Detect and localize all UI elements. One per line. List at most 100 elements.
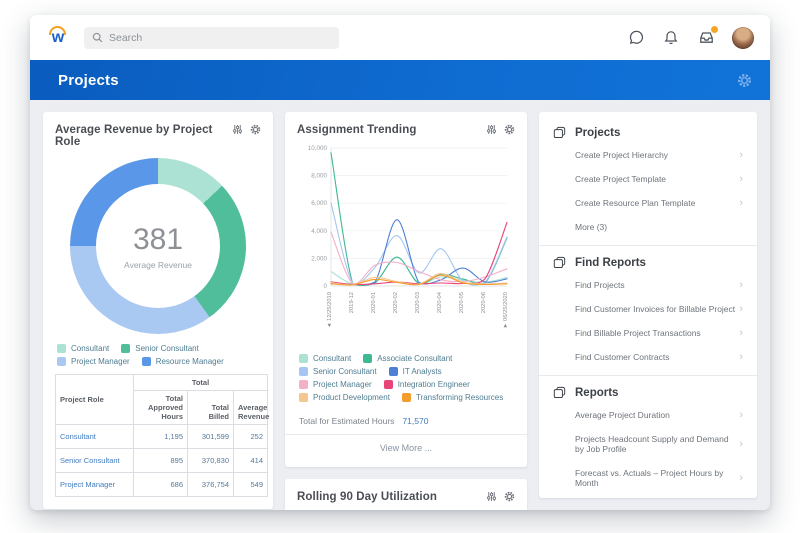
trend-legend-label: Product Development xyxy=(313,393,390,402)
table-cell-role[interactable]: Senior Consultant xyxy=(55,448,134,473)
donut-legend: Consultant Senior Consultant Project Manag… xyxy=(55,340,261,374)
table-cell-value: 252 xyxy=(232,424,269,449)
series-line-senior-consultant[interactable] xyxy=(330,202,508,286)
x-axis-tick-label: 2020-02 xyxy=(393,292,399,313)
chevron-right-icon: › xyxy=(739,327,743,339)
panel-menu-item[interactable]: Create Project Hierarchy › xyxy=(553,143,743,167)
trend-legend-item[interactable]: Integration Engineer xyxy=(383,380,470,389)
total-value: 71,570 xyxy=(402,416,429,426)
donut-legend-swatch xyxy=(121,344,131,353)
table-cell-role[interactable]: Project Manager xyxy=(55,472,134,497)
series-line-integration-engineer[interactable] xyxy=(330,221,508,286)
notifications-bell-icon[interactable] xyxy=(662,29,680,47)
table-row: Project Manager 686 376,754 549 xyxy=(55,472,269,497)
chevron-right-icon: › xyxy=(739,438,743,450)
table-cell-value: 370,830 xyxy=(187,448,234,473)
revenue-table: Project Role Total Total Approved Hours Tot… xyxy=(55,374,269,497)
chevron-right-icon: › xyxy=(739,472,743,484)
user-avatar[interactable] xyxy=(732,26,754,49)
panel-menu-item-label: Create Project Hierarchy xyxy=(575,150,669,160)
inbox-tray-icon[interactable] xyxy=(697,24,719,47)
card-rolling-utilization: Rolling 90 Day Utilization xyxy=(285,479,527,510)
top-bar: w Search xyxy=(30,15,770,60)
panel-section-header[interactable]: Find Reports xyxy=(553,256,743,273)
y-axis-tick-label: 0 xyxy=(323,283,327,290)
panel-menu-item[interactable]: More (3) xyxy=(553,215,743,239)
estimated-hours-total: Total for Estimated Hours 71,570 xyxy=(297,410,515,434)
table-cell-value: 1,195 xyxy=(133,424,188,449)
donut-legend-item[interactable]: Senior Consultant xyxy=(121,344,199,353)
x-axis-tick-label: 2020-06 xyxy=(481,292,487,313)
filter-sliders-icon[interactable] xyxy=(232,124,243,135)
donut-center-value: 381 xyxy=(132,222,184,256)
table-column-header: Total Approved Hours xyxy=(133,390,188,425)
view-more-link[interactable]: View More ... xyxy=(285,434,527,455)
trend-legend-swatch xyxy=(383,380,393,389)
trend-legend-item[interactable]: Transforming Resources xyxy=(401,393,503,402)
trend-legend-item[interactable]: Product Development xyxy=(299,393,390,402)
x-axis-tick-label: 2019-12 xyxy=(349,292,355,313)
table-cell-value: 895 xyxy=(133,448,188,473)
series-line-project-manager[interactable] xyxy=(330,231,508,285)
x-axis-tick-label: ◄ 12/25/2019 xyxy=(327,292,333,328)
logo-arc xyxy=(49,25,66,35)
series-line-transforming-resources[interactable] xyxy=(330,274,508,286)
trend-legend-item[interactable]: Consultant xyxy=(299,354,351,363)
panel-menu-item[interactable]: Forecast vs. Actuals – Project Hours by … xyxy=(553,461,743,495)
trend-legend-item[interactable]: IT Analysts xyxy=(388,367,442,376)
panel-menu-item-label: Average Project Duration xyxy=(575,410,670,420)
trend-legend-label: Senior Consultant xyxy=(313,367,377,376)
card-title: Assignment Trending xyxy=(297,124,417,136)
trend-legend-item[interactable]: Associate Consultant xyxy=(363,354,452,363)
y-axis-tick-label: 6,000 xyxy=(311,200,327,207)
x-axis-tick-label: 2020-03 xyxy=(415,292,421,313)
series-line-it-analysts[interactable] xyxy=(330,219,508,286)
panel-menu-item[interactable]: Find Billable Project Transactions › xyxy=(553,321,743,345)
trend-legend-item[interactable]: Project Manager xyxy=(299,380,372,389)
panel-menu-item[interactable]: Create Resource Plan Template › xyxy=(553,191,743,215)
trend-legend-label: Associate Consultant xyxy=(377,354,453,363)
line-chart[interactable]: 0 2,000 4,000 6,000 8,000 10,000 ◄ 12/25/2019 2… xyxy=(297,136,515,350)
table-cell-role[interactable]: Consultant xyxy=(55,424,134,449)
logo-letter: w xyxy=(51,28,65,46)
y-axis-tick-label: 2,000 xyxy=(311,255,327,262)
donut-legend-item[interactable]: Project Manager xyxy=(57,357,130,366)
workday-logo[interactable]: w xyxy=(46,25,70,51)
chat-icon[interactable] xyxy=(627,29,645,47)
panel-menu-item[interactable]: Find Customer Contracts › xyxy=(553,345,743,369)
card-settings-gear-icon[interactable] xyxy=(504,491,515,502)
chevron-right-icon: › xyxy=(739,279,743,291)
panel-menu-item[interactable]: Projects Headcount Supply and Demand by … xyxy=(553,427,743,461)
filter-sliders-icon[interactable] xyxy=(486,491,497,502)
panel-menu-item[interactable]: Find Projects › xyxy=(553,273,743,297)
trend-legend-swatch xyxy=(388,367,398,376)
panel-menu-item-label: Forecast vs. Actuals – Project Hours by … xyxy=(575,468,724,488)
trend-legend-swatch xyxy=(401,393,411,402)
trend-legend-item[interactable]: Senior Consultant xyxy=(299,367,377,376)
panel-menu-item[interactable]: Average Project Duration › xyxy=(553,403,743,427)
panel-section-header[interactable]: Projects xyxy=(553,126,743,143)
filter-sliders-icon[interactable] xyxy=(486,124,497,135)
search-input[interactable]: Search xyxy=(84,26,339,49)
panel-section-title: Reports xyxy=(575,386,619,399)
panel-menu-item[interactable]: Create Project Template › xyxy=(553,167,743,191)
table-cell-value: 376,754 xyxy=(187,472,234,497)
series-line-associate-consultant[interactable] xyxy=(330,152,508,286)
panel-menu-item[interactable]: Find Customer Invoices for Billable Proj… xyxy=(553,297,743,321)
journal-icon xyxy=(553,126,566,139)
panel-section-header[interactable]: Reports xyxy=(553,386,743,403)
trend-legend-swatch xyxy=(299,367,308,376)
donut-legend-label: Consultant xyxy=(71,344,110,353)
table-cell-value: 301,599 xyxy=(187,424,234,449)
donut-chart[interactable]: 381 Average Revenue xyxy=(70,158,246,334)
table-cell-value: 549 xyxy=(232,472,269,497)
donut-legend-item[interactable]: Consultant xyxy=(57,344,109,353)
chevron-right-icon: › xyxy=(739,197,743,209)
card-settings-gear-icon[interactable] xyxy=(504,124,515,135)
trend-legend-label: IT Analysts xyxy=(402,367,442,376)
panel-menu-item[interactable]: More (5) xyxy=(553,495,743,498)
card-settings-gear-icon[interactable] xyxy=(250,124,261,135)
donut-legend-swatch xyxy=(141,357,151,366)
donut-legend-item[interactable]: Resource Manager xyxy=(141,357,224,366)
page-settings-gear-icon[interactable] xyxy=(737,73,752,88)
